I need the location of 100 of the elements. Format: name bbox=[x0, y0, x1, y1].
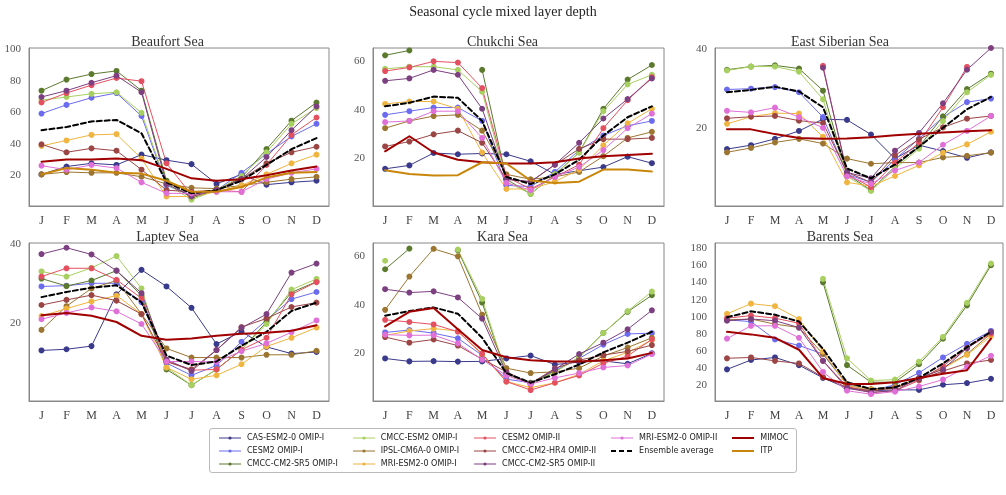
x-tick-label: N bbox=[623, 408, 633, 422]
x-tick-label: J bbox=[164, 213, 170, 227]
x-tick-label: M bbox=[817, 213, 829, 227]
legend-label: MRI-ESM2-0 OMIP-II bbox=[639, 433, 718, 442]
x-tick-label: O bbox=[262, 408, 272, 422]
x-tick-label: J bbox=[868, 213, 874, 227]
chart-title: Laptev Sea bbox=[136, 228, 200, 244]
y-tick-label: 160 bbox=[690, 258, 708, 271]
x-tick-label: M bbox=[136, 408, 148, 422]
x-tick-label: M bbox=[769, 213, 781, 227]
x-tick-label: J bbox=[504, 213, 510, 227]
x-tick-label: D bbox=[986, 213, 996, 227]
x-tick-label: O bbox=[599, 213, 609, 227]
x-tick-label: S bbox=[915, 408, 923, 422]
x-tick-label: N bbox=[287, 213, 297, 227]
y-tick-label: 120 bbox=[690, 292, 708, 305]
x-tick-label: O bbox=[262, 213, 272, 227]
x-tick-label: M bbox=[476, 213, 488, 227]
y-tick-label: 80 bbox=[696, 326, 708, 339]
x-tick-label: A bbox=[212, 213, 222, 227]
x-tick-label: M bbox=[86, 408, 98, 422]
x-tick-label: N bbox=[962, 213, 972, 227]
legend-label: CMCC-ESM2 OMIP-I bbox=[380, 433, 458, 442]
chart-title: Barents Sea bbox=[806, 228, 875, 244]
x-tick-label: A bbox=[112, 213, 122, 227]
y-tick-label: 20 bbox=[696, 377, 708, 390]
legend-label: Ensemble average bbox=[639, 446, 714, 455]
y-tick-label: 40 bbox=[10, 237, 22, 249]
y-tick-label: 100 bbox=[4, 42, 22, 54]
x-tick-label: D bbox=[312, 213, 322, 227]
chart-title: Beaufort Sea bbox=[131, 33, 205, 49]
x-tick-label: F bbox=[406, 408, 414, 422]
x-tick-label: J bbox=[164, 408, 170, 422]
x-tick-label: S bbox=[238, 213, 245, 227]
x-tick-label: M bbox=[476, 408, 488, 422]
x-tick-label: A bbox=[550, 408, 560, 422]
x-tick-label: J bbox=[382, 408, 388, 422]
y-tick-label: 60 bbox=[354, 54, 366, 67]
y-tick-label: 100 bbox=[690, 309, 708, 322]
chart-title: Chukchi Sea bbox=[466, 33, 539, 49]
x-tick-label: J bbox=[868, 408, 874, 422]
y-tick-label: 140 bbox=[690, 275, 708, 288]
x-tick-label: F bbox=[63, 213, 71, 227]
legend-label: CESM2 OMIP-I bbox=[247, 446, 303, 455]
legend-label: IPSL-CM6A-0 OMIP-I bbox=[380, 446, 460, 455]
legend-label: MIMOC bbox=[760, 433, 789, 442]
x-tick-label: O bbox=[938, 408, 948, 422]
x-tick-label: J bbox=[724, 408, 730, 422]
y-tick-label: 60 bbox=[354, 249, 366, 262]
x-tick-label: M bbox=[86, 213, 98, 227]
y-tick-label: 180 bbox=[690, 241, 708, 254]
x-tick-label: J bbox=[724, 213, 730, 227]
x-tick-label: F bbox=[747, 408, 755, 422]
x-tick-label: D bbox=[647, 408, 657, 422]
x-tick-label: J bbox=[189, 213, 195, 227]
x-tick-label: D bbox=[312, 408, 322, 422]
legend-label: CMCC-CM2-HR4 OMIP-II bbox=[502, 446, 597, 455]
legend-label: CMCC-CM2-SR5 OMIP-II bbox=[502, 459, 596, 468]
x-tick-label: J bbox=[382, 213, 388, 227]
x-tick-label: J bbox=[844, 213, 850, 227]
x-tick-label: F bbox=[406, 213, 414, 227]
x-tick-label: D bbox=[647, 213, 657, 227]
y-tick-label: 40 bbox=[354, 102, 366, 115]
legend-label: CMCC-CM2-SR5 OMIP-I bbox=[247, 459, 338, 468]
x-tick-label: J bbox=[189, 408, 195, 422]
x-tick-label: M bbox=[817, 408, 829, 422]
y-tick-label: 20 bbox=[354, 151, 366, 164]
x-tick-label: S bbox=[575, 213, 583, 227]
y-tick-label: 60 bbox=[10, 105, 22, 118]
x-tick-label: N bbox=[962, 408, 972, 422]
x-tick-label: O bbox=[938, 213, 948, 227]
x-tick-label: M bbox=[428, 408, 440, 422]
x-tick-label: A bbox=[453, 213, 463, 227]
x-tick-label: M bbox=[428, 213, 440, 227]
x-tick-label: A bbox=[112, 408, 122, 422]
x-tick-label: F bbox=[747, 213, 755, 227]
x-tick-label: J bbox=[528, 213, 534, 227]
y-tick-label: 40 bbox=[354, 297, 366, 310]
x-tick-label: A bbox=[212, 408, 222, 422]
x-tick-label: J bbox=[844, 408, 850, 422]
y-tick-label: 80 bbox=[10, 73, 22, 86]
legend-label: ITP bbox=[760, 446, 773, 455]
x-tick-label: D bbox=[986, 408, 996, 422]
x-tick-label: A bbox=[890, 408, 900, 422]
y-tick-label: 20 bbox=[696, 121, 708, 133]
x-tick-label: A bbox=[453, 408, 463, 422]
x-tick-label: M bbox=[769, 408, 781, 422]
x-tick-label: A bbox=[890, 213, 900, 227]
x-tick-label: J bbox=[39, 408, 45, 422]
y-tick-label: 40 bbox=[696, 42, 708, 54]
legend-label: CAS-ESM2-0 OMIP-I bbox=[247, 433, 325, 442]
x-tick-label: S bbox=[238, 408, 245, 422]
y-tick-label: 60 bbox=[696, 343, 708, 356]
legend-label: CESM2 OMIP-II bbox=[502, 433, 561, 442]
x-tick-label: S bbox=[915, 213, 923, 227]
chart-title: East Siberian Sea bbox=[791, 33, 890, 49]
y-tick-label: 20 bbox=[10, 168, 22, 181]
x-tick-label: A bbox=[550, 213, 560, 227]
x-tick-label: N bbox=[623, 213, 633, 227]
x-tick-label: J bbox=[528, 408, 534, 422]
